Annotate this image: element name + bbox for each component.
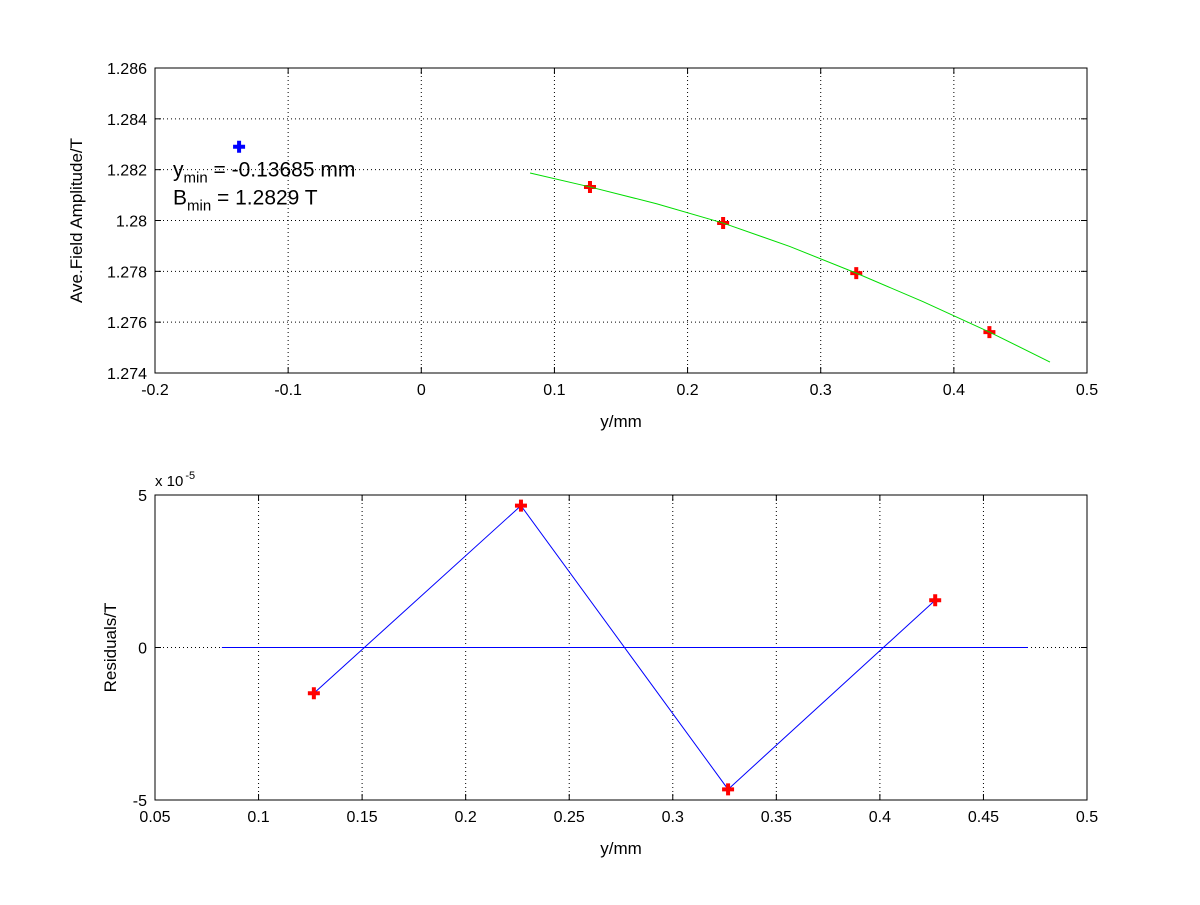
x-tick-label: 0.5 xyxy=(1076,809,1098,826)
y-tick-label: 1.286 xyxy=(107,61,147,78)
x-axis-label: y/mm xyxy=(600,839,642,858)
x-tick-label: 0.25 xyxy=(554,809,585,826)
residuals-point xyxy=(307,687,320,700)
x-tick-label: 0.1 xyxy=(247,809,269,826)
annotation-value: = 1.2829 T xyxy=(211,186,318,209)
y-tick-label: 5 xyxy=(138,488,147,505)
y-axis-label: Ave.Field Amplitude/T xyxy=(67,138,86,303)
annotation-symbol: B xyxy=(173,186,187,209)
minimum-point xyxy=(233,140,246,153)
x-tick-label: 0.4 xyxy=(869,809,891,826)
y-tick-label: 1.276 xyxy=(107,315,147,332)
annotation-1: ymin = -0.13685 mm xyxy=(173,158,355,186)
axes-1: -0.2 -0.1 0 0.1 0.2 0.3 0.4 0.5 1.274 1.276 1.278 1… xyxy=(67,61,1098,431)
annotation-symbol: y xyxy=(173,158,184,181)
axis-multiplier: x 10 -5 xyxy=(155,470,195,490)
axes-frame xyxy=(154,67,1088,374)
y-tick-label: 1.282 xyxy=(107,163,147,180)
x-tick-label: 0.5 xyxy=(1076,382,1098,399)
residuals-point xyxy=(929,594,942,607)
y-tick-label: 1.274 xyxy=(107,366,147,383)
x-tick-label: 0.3 xyxy=(662,809,684,826)
y-tick-label: 1.278 xyxy=(107,264,147,281)
axes-2: 0.05 0.1 0.15 0.2 0.25 0.3 0.35 0.4 0.45 0.5 -5 0 5 y… xyxy=(101,470,1098,858)
x-tick-label: 0.2 xyxy=(676,382,698,399)
residuals-point xyxy=(722,783,735,796)
y-axis-label: Residuals/T xyxy=(101,603,120,693)
y-tick-label: 1.284 xyxy=(107,112,147,129)
x-tick-label: 0.3 xyxy=(810,382,832,399)
y-tick-label: 1.28 xyxy=(116,214,147,231)
residuals-point xyxy=(514,499,527,512)
y-tick-label: 0 xyxy=(138,641,147,658)
x-axis-label: y/mm xyxy=(600,412,642,431)
annotation-value: = -0.13685 mm xyxy=(208,158,356,181)
x-tick-label: 0 xyxy=(417,382,426,399)
x-tick-label: 0.35 xyxy=(761,809,792,826)
x-tick-label: 0.4 xyxy=(943,382,965,399)
x-tick-label: 0.2 xyxy=(455,809,477,826)
x-tick-label: 0.05 xyxy=(139,809,170,826)
fit-line xyxy=(529,172,1051,363)
x-tick-label: 0.45 xyxy=(968,809,999,826)
x-tick-label: -0.1 xyxy=(274,382,302,399)
annotation-subscript: min xyxy=(187,197,211,214)
axes-frame xyxy=(154,494,1088,801)
multiplier-base: x 10 xyxy=(155,473,183,490)
x-tick-label: -0.2 xyxy=(141,382,169,399)
x-tick-label: 0.15 xyxy=(347,809,378,826)
annotation-2: Bmin = 1.2829 T xyxy=(173,186,318,214)
multiplier-exponent: -5 xyxy=(185,470,195,482)
y-tick-label: -5 xyxy=(133,793,147,810)
annotation-subscript: min xyxy=(184,169,208,186)
x-tick-label: 0.1 xyxy=(543,382,565,399)
